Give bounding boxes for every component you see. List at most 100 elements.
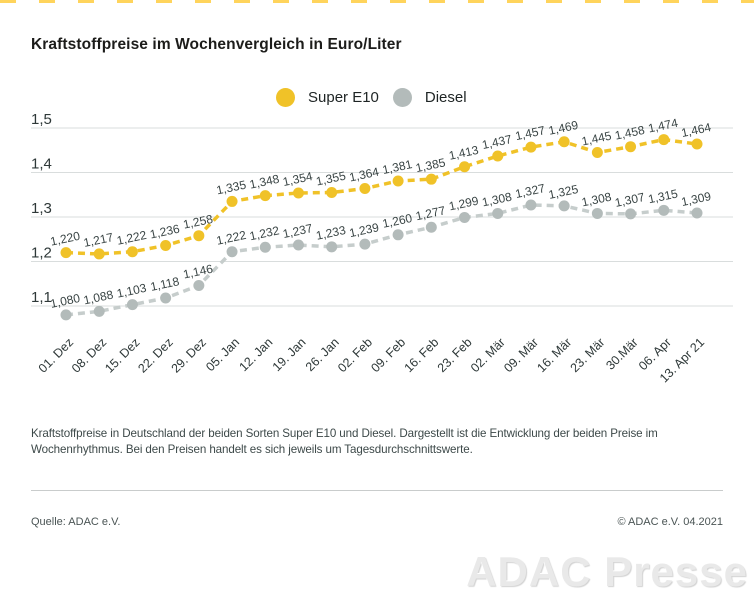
data-point: [226, 246, 238, 258]
x-tick-label: 23. Mär: [568, 335, 608, 375]
point-value-label: 1,222: [115, 228, 148, 248]
data-point: [625, 208, 637, 220]
top-dashed-border: [0, 0, 754, 3]
data-point: [591, 146, 603, 158]
data-point: [160, 239, 172, 251]
data-point: [259, 241, 271, 253]
x-tick-label: 16. Mär: [534, 335, 574, 375]
data-point: [160, 292, 172, 304]
data-point: [525, 199, 537, 211]
point-value-label: 1,237: [281, 221, 314, 241]
x-tick-label: 12. Jan: [236, 335, 275, 374]
point-value-label: 1,469: [547, 118, 580, 138]
data-point: [558, 200, 570, 212]
legend-item-super-e10: Super E10: [276, 88, 379, 107]
data-point: [625, 141, 637, 153]
point-value-label: 1,236: [149, 222, 182, 242]
copyright-text: © ADAC e.V. 04.2021: [617, 516, 723, 528]
point-value-label: 1,474: [647, 116, 680, 136]
x-tick-label: 09. Feb: [368, 335, 408, 375]
footer-divider: [31, 490, 723, 491]
data-point: [326, 187, 338, 199]
x-tick-label: 23. Feb: [435, 335, 475, 375]
x-tick-label: 26. Jan: [303, 335, 342, 374]
data-point: [93, 248, 105, 260]
legend-item-diesel: Diesel: [392, 88, 467, 107]
adac-presse-watermark: ADAC Presse: [466, 548, 748, 595]
x-tick-label: 02. Feb: [335, 335, 375, 375]
point-value-label: 1,103: [115, 281, 148, 301]
data-point: [93, 305, 105, 317]
data-point: [193, 280, 205, 292]
data-point: [425, 221, 437, 233]
point-value-label: 1,381: [381, 157, 414, 177]
x-tick-label: 30.Mär: [603, 335, 640, 372]
data-point: [658, 204, 670, 216]
data-point: [359, 183, 371, 195]
point-value-label: 1,299: [448, 193, 481, 213]
point-value-label: 1,080: [49, 291, 82, 311]
data-point: [658, 134, 670, 146]
grid-lines: [31, 127, 733, 307]
data-point: [525, 141, 537, 153]
point-value-label: 1,315: [647, 186, 680, 206]
point-value-label: 1,146: [182, 262, 215, 282]
point-value-label: 1,464: [680, 120, 713, 140]
data-point: [292, 239, 304, 251]
point-value-label: 1,260: [381, 211, 414, 231]
x-tick-label: 05. Jan: [203, 335, 242, 374]
point-value-label: 1,307: [614, 190, 647, 210]
data-point: [193, 230, 205, 242]
point-value-label: 1,239: [348, 220, 381, 240]
data-point: [691, 138, 703, 150]
data-point: [226, 195, 238, 207]
point-value-label: 1,364: [348, 165, 381, 185]
x-tick-label: 19. Jan: [270, 335, 309, 374]
point-value-label: 1,088: [82, 287, 115, 307]
diesel-dot-icon: [392, 88, 412, 107]
data-point: [292, 187, 304, 199]
data-point: [459, 161, 471, 173]
legend-label-diesel: Diesel: [424, 89, 467, 106]
data-point: [60, 309, 72, 321]
y-axis-labels: 1,5 1,4 1,3 1,2 1,1: [31, 111, 52, 306]
point-value-label: 1,457: [514, 123, 547, 143]
y-tick-label: 1,1: [31, 289, 52, 306]
data-point: [392, 229, 404, 241]
point-value-label: 1,335: [215, 177, 248, 197]
x-tick-label: 22. Dez: [135, 335, 175, 375]
source-text: Quelle: ADAC e.V.: [31, 516, 121, 528]
point-value-label: 1,258: [182, 212, 215, 232]
point-value-label: 1,309: [680, 189, 713, 209]
x-tick-label: 08. Dez: [69, 335, 109, 375]
data-point: [691, 207, 703, 219]
point-value-label: 1,348: [248, 172, 281, 192]
data-point: [60, 247, 72, 259]
y-tick-label: 1,5: [31, 111, 52, 128]
chart-legend: Super E10 Diesel: [276, 88, 467, 107]
chart-caption: Kraftstoffpreise in Deutschland der beid…: [31, 427, 658, 456]
page-title: Kraftstoffpreise im Wochenvergleich in E…: [31, 36, 402, 53]
point-value-label: 1,355: [315, 169, 348, 189]
point-value-label: 1,308: [580, 189, 613, 209]
point-value-label: 1,354: [281, 169, 314, 189]
data-point: [392, 175, 404, 187]
super-e10-dot-icon: [276, 88, 295, 107]
point-value-label: 1,118: [149, 274, 181, 294]
data-point: [492, 150, 504, 162]
point-value-label: 1,233: [315, 223, 348, 243]
point-value-label: 1,277: [414, 203, 447, 223]
data-point: [558, 136, 570, 148]
point-value-label: 1,232: [248, 223, 281, 243]
point-value-label: 1,385: [414, 155, 447, 175]
point-value-label: 1,217: [82, 230, 115, 250]
legend-label-super-e10: Super E10: [308, 89, 379, 106]
data-point: [126, 246, 138, 258]
data-point: [326, 241, 338, 253]
point-value-label: 1,222: [215, 228, 248, 248]
point-value-label: 1,220: [49, 229, 82, 249]
